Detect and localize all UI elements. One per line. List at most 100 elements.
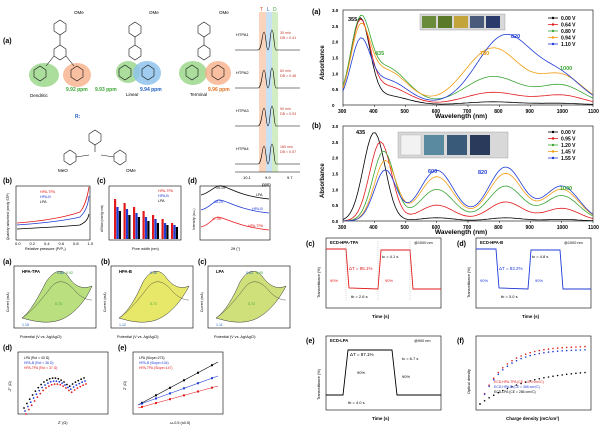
ppm-value-1: 9.92 ppm (66, 87, 88, 93)
c-bar (128, 215, 131, 239)
nmr-spectrum (235, 105, 300, 127)
rb-spectrum (342, 159, 594, 222)
legend-marker (551, 36, 555, 39)
rf-point (556, 374, 559, 377)
right-panel-d: (d) ECD-HPA-B @1000 nm ΔT = 83.2% tc = 4… (457, 237, 592, 319)
ee-legend-2: HPA-B (Slope=104) (139, 361, 169, 365)
ppm-value-4: 9.96 ppm (208, 87, 230, 93)
x-tick-label: 500 (401, 225, 410, 231)
dd-point (85, 383, 87, 385)
rf-point (529, 351, 531, 354)
rf-point (506, 387, 509, 390)
dd-point (55, 380, 58, 382)
ee-point (183, 387, 185, 390)
dd-legend-1: LPA (Rct = 43 Ω) (24, 356, 49, 360)
dd-point (50, 383, 53, 386)
c-bar (171, 223, 174, 239)
rf-point (570, 346, 573, 349)
rf-point (502, 369, 504, 371)
rf-point (556, 347, 559, 349)
nmr-row-name: HTPA2 (236, 70, 249, 75)
ee-point (169, 392, 171, 395)
left-panel-ee: (e) LPA (Slope=273) HPA-B (Slope=104) HP… (118, 345, 224, 425)
dd-point (29, 401, 32, 404)
dd-point (65, 387, 67, 389)
dd-point (80, 378, 82, 381)
dd-ylabel: -Z'' (Ω) (8, 381, 12, 392)
dd-point (68, 385, 71, 388)
rf-point (483, 393, 486, 396)
ome-label-3: OMe (219, 10, 229, 15)
ee-label: (e) (118, 345, 127, 352)
cv-c-val-3: 0.72 (248, 302, 255, 306)
dd-point (46, 379, 48, 381)
dendritic-highlight (29, 63, 59, 87)
dd-point (77, 379, 80, 382)
cv-a-ylabel: Current (mA) (6, 292, 10, 312)
x-tick-label: 700 (463, 109, 472, 115)
cv-a-val-2: 0.92 (66, 271, 73, 275)
rf-point (547, 351, 550, 353)
legend-marker (551, 130, 555, 134)
legend-marker (551, 23, 555, 26)
dd-point (51, 377, 54, 379)
c-bar (123, 203, 126, 239)
ra-peak-780: 780 (480, 51, 489, 57)
dd-point (33, 400, 36, 402)
ra-peak-435: 435 (375, 51, 384, 57)
y-tick-label: 1.0 (332, 71, 339, 76)
x-tick-label: 1000 (557, 225, 568, 231)
rf-point (575, 372, 577, 375)
c-bar (173, 225, 176, 239)
c-bar (147, 221, 150, 239)
ee-xlabel: ω-0.5 (s0.5) (170, 421, 191, 425)
left-panel-c: (c) HPA-TPA HPA-B LPA Pore width (nm) dV… (97, 178, 182, 251)
c-bar (166, 225, 169, 239)
rf-point (534, 353, 536, 356)
x-tick-label: 1000 (557, 109, 568, 115)
rc-tc: tc = 4.1 s (382, 254, 398, 259)
b-legend-3: LPA (40, 200, 47, 204)
b-xtick: 0.8 (73, 241, 79, 246)
x-tick-label: 800 (494, 109, 503, 115)
cv-c-ylabel: Current (mA) (200, 292, 204, 312)
terminal-highlight-2 (205, 61, 231, 85)
legend-marker (551, 137, 555, 140)
ra-spectrum (342, 17, 594, 105)
rf-ylabel: Optical density (467, 369, 471, 394)
cv-b-ylabel: Current (mA) (103, 292, 107, 312)
ra-ylabel: Absorbance (320, 45, 326, 80)
rc-p2: 90% (385, 278, 393, 283)
rb-spectrum (342, 132, 594, 222)
legend-label: 0.94 V (561, 35, 576, 41)
c-bar (114, 199, 117, 239)
cv-b-title: HPA-B (119, 269, 132, 274)
dd-point (81, 381, 83, 384)
dd-point (40, 383, 42, 386)
rf-point (488, 397, 490, 399)
rf-point (515, 359, 518, 362)
b-xtick: 1.0 (88, 241, 94, 246)
cv-a-val-3: 0.73 (55, 302, 62, 306)
rf-point (579, 346, 582, 348)
ra-spectrum (342, 34, 594, 101)
dd-point (60, 379, 62, 381)
ra-peak-820: 820 (511, 34, 520, 40)
x-tick-label: 600 (432, 109, 441, 115)
rd-title: ECD-HPA-B (480, 240, 503, 245)
rf-point (575, 349, 577, 351)
rb-peak-435: 435 (356, 130, 365, 136)
c-bar (125, 209, 129, 239)
dd-legend-3: HPA-TPA (Rct = 37 Ω) (24, 366, 57, 370)
y-tick-label: 3.0 (332, 8, 339, 13)
y-tick-label: 0 (332, 103, 335, 108)
rc-tb: tb = 2.6 s (351, 294, 368, 299)
rf-point (584, 371, 586, 374)
rf-point (506, 365, 509, 368)
dd-point (68, 389, 70, 392)
left-panel-b: (b) HPA-TPA HPA-B LPA Relative pressure … (3, 178, 94, 251)
ee-point (197, 382, 199, 385)
rf-point (479, 403, 481, 405)
rf-legend-2: ECD-HPA-B (CE = 366 cm²/C) (494, 385, 540, 389)
